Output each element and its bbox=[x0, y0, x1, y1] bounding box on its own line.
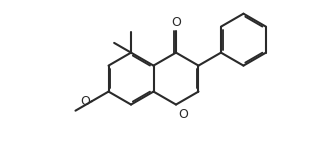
Text: O: O bbox=[80, 95, 90, 108]
Text: O: O bbox=[179, 108, 188, 121]
Text: O: O bbox=[171, 16, 181, 29]
